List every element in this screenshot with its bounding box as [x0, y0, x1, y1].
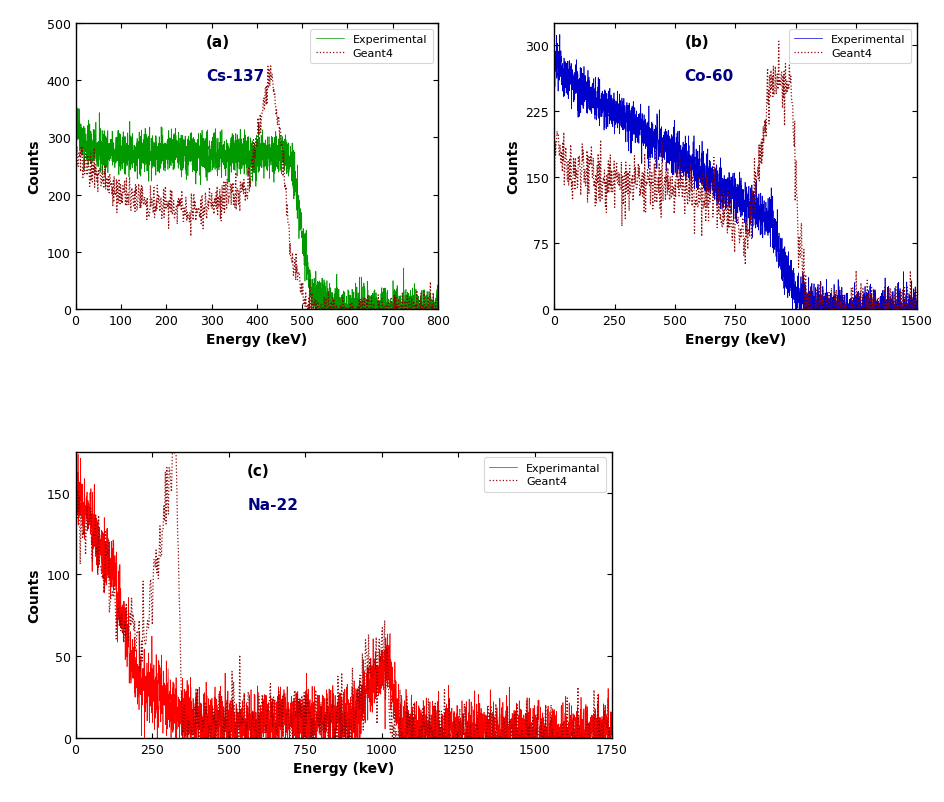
Geant4	[264, 62, 276, 71]
Geant4	[70, 152, 81, 161]
Y-axis label: Counts: Counts	[505, 140, 519, 194]
Legend: Experimental, Geant4: Experimental, Geant4	[310, 30, 432, 64]
Geant4	[301, 305, 312, 314]
Geant4	[70, 467, 81, 476]
Text: Na-22: Na-22	[247, 497, 297, 512]
Text: Co-60: Co-60	[683, 69, 733, 84]
X-axis label: Energy (keV): Energy (keV)	[206, 333, 307, 347]
Geant4	[301, 305, 312, 314]
Geant4	[290, 249, 301, 258]
Geant4	[202, 720, 213, 730]
Experimantal	[605, 732, 616, 742]
Experimental	[910, 301, 921, 310]
Text: (b): (b)	[683, 35, 709, 50]
Geant4	[241, 718, 252, 727]
Experimental	[144, 149, 156, 159]
Experimental	[687, 171, 699, 180]
Experimental	[432, 300, 444, 310]
Text: Cs-137: Cs-137	[206, 69, 264, 84]
Geant4	[93, 188, 104, 197]
Experimental	[864, 305, 875, 314]
Text: (c): (c)	[247, 464, 270, 478]
Geant4	[667, 209, 679, 219]
Y-axis label: Counts: Counts	[27, 140, 42, 194]
Experimantal	[182, 681, 194, 691]
Geant4	[488, 733, 499, 743]
Experimantal	[70, 488, 81, 497]
Experimantal	[139, 733, 150, 743]
X-axis label: Energy (keV): Energy (keV)	[293, 761, 394, 776]
Line: Geant4: Geant4	[553, 43, 916, 310]
Experimental	[611, 98, 622, 107]
Experimental	[786, 305, 798, 314]
Legend: Experimantal, Geant4: Experimantal, Geant4	[483, 458, 605, 492]
Text: (a): (a)	[206, 35, 230, 50]
Experimantal	[73, 450, 84, 460]
Geant4	[346, 299, 357, 309]
Experimental	[70, 96, 81, 106]
Geant4	[617, 200, 629, 210]
Geant4	[779, 59, 790, 69]
Experimental	[332, 294, 344, 303]
Geant4	[554, 733, 565, 743]
X-axis label: Energy (keV): Energy (keV)	[684, 333, 785, 347]
Line: Experimental: Experimental	[553, 35, 916, 310]
Geant4	[177, 733, 189, 743]
Geant4	[382, 299, 394, 309]
Experimental	[355, 302, 366, 311]
Experimental	[702, 166, 714, 176]
Experimantal	[388, 679, 399, 689]
Y-axis label: Counts: Counts	[27, 568, 42, 622]
Geant4	[710, 193, 721, 203]
Experimental	[429, 305, 440, 314]
Experimental	[548, 63, 559, 73]
Geant4	[423, 732, 434, 742]
Geant4	[910, 286, 921, 295]
Line: Geant4: Geant4	[76, 67, 438, 310]
Geant4	[548, 136, 559, 145]
Line: Geant4: Geant4	[76, 438, 611, 738]
Geant4	[167, 433, 178, 443]
Experimental	[377, 299, 388, 309]
Experimental	[903, 291, 915, 301]
Geant4	[835, 305, 847, 314]
Experimantal	[411, 733, 422, 743]
Experimantal	[565, 733, 576, 743]
Experimental	[589, 83, 600, 93]
Line: Experimental: Experimental	[76, 101, 438, 310]
Experimental	[300, 248, 312, 257]
Geant4	[799, 305, 810, 314]
Geant4	[605, 733, 616, 743]
Legend: Experimental, Geant4: Experimental, Geant4	[788, 30, 910, 64]
Geant4	[760, 133, 771, 143]
Experimantal	[323, 717, 334, 727]
Experimental	[306, 305, 317, 314]
Geant4	[280, 211, 292, 221]
Geant4	[772, 38, 784, 47]
Geant4	[432, 302, 444, 311]
Experimental	[70, 106, 81, 115]
Experimantal	[263, 728, 275, 738]
Geant4	[222, 733, 233, 743]
Experimental	[553, 30, 565, 40]
Line: Experimantal: Experimantal	[76, 455, 611, 738]
